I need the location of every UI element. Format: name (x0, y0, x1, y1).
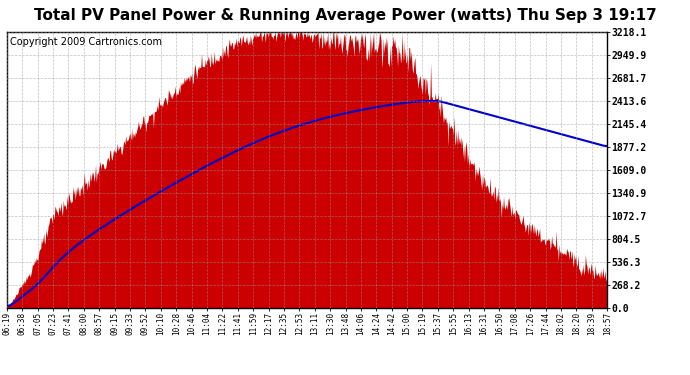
Text: Copyright 2009 Cartronics.com: Copyright 2009 Cartronics.com (10, 38, 162, 47)
Text: Total PV Panel Power & Running Average Power (watts) Thu Sep 3 19:17: Total PV Panel Power & Running Average P… (34, 9, 656, 23)
